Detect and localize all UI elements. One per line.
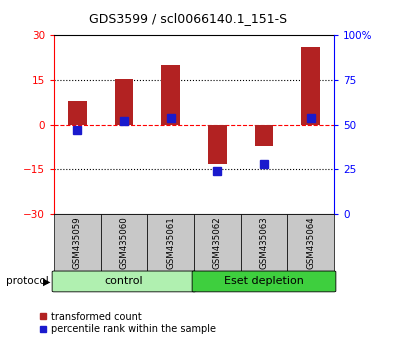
Bar — [68, 101, 87, 125]
Bar — [54, 214, 101, 271]
Text: protocol: protocol — [6, 276, 49, 286]
Text: GSM435062: GSM435062 — [213, 216, 222, 269]
Bar — [115, 80, 133, 125]
Bar — [208, 125, 227, 164]
Text: GSM435064: GSM435064 — [306, 216, 315, 269]
FancyBboxPatch shape — [52, 271, 196, 292]
Bar — [147, 214, 194, 271]
Text: GSM435060: GSM435060 — [120, 216, 128, 269]
FancyBboxPatch shape — [192, 271, 336, 292]
Bar — [161, 65, 180, 125]
Bar — [301, 47, 320, 125]
Legend: transformed count, percentile rank within the sample: transformed count, percentile rank withi… — [40, 312, 216, 334]
Bar — [194, 214, 241, 271]
Text: Eset depletion: Eset depletion — [224, 276, 304, 286]
Bar — [101, 214, 147, 271]
Text: control: control — [105, 276, 143, 286]
Text: GSM435061: GSM435061 — [166, 216, 175, 269]
Text: GSM435063: GSM435063 — [260, 216, 268, 269]
Text: GSM435059: GSM435059 — [73, 216, 82, 269]
Bar — [241, 214, 287, 271]
Text: GDS3599 / scl0066140.1_151-S: GDS3599 / scl0066140.1_151-S — [89, 12, 287, 25]
Bar — [255, 125, 273, 145]
Text: ▶: ▶ — [44, 276, 51, 286]
Bar — [287, 214, 334, 271]
